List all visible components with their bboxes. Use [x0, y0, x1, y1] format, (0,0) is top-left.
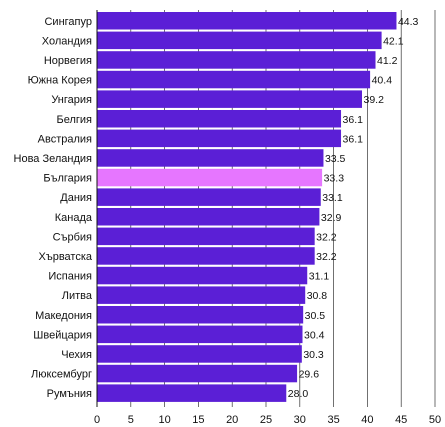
x-tick-label: 45: [395, 414, 407, 426]
bar: [97, 129, 342, 148]
x-axis: 0 5 10 15 20 25 30 35 40 45 50: [94, 10, 441, 426]
category-label: Южна Корея: [28, 75, 92, 87]
category-label: Унгария: [51, 94, 92, 106]
bars-layer: [97, 12, 397, 402]
data-label: 42.1: [383, 35, 404, 47]
data-label: 44.3: [398, 16, 419, 28]
data-label: 33.5: [325, 153, 346, 165]
bar: [97, 227, 315, 246]
category-label: Сърбия: [53, 231, 92, 243]
bar: [97, 12, 397, 30]
bar: [97, 208, 320, 226]
category-label: България: [43, 173, 92, 185]
category-label: Испания: [48, 271, 92, 283]
x-tick-label: 50: [429, 414, 441, 426]
category-label: Люксембург: [31, 369, 92, 381]
x-tick-label: 30: [294, 414, 306, 426]
data-label: 33.3: [324, 173, 345, 185]
data-label: 39.2: [363, 94, 384, 106]
data-label: 33.1: [322, 192, 343, 204]
data-label: 28.0: [288, 388, 309, 400]
bar: [97, 266, 308, 285]
bar: [97, 306, 304, 324]
bar: [97, 51, 376, 69]
data-label: 36.1: [343, 133, 364, 145]
bar: [97, 364, 298, 383]
category-label: Белгия: [56, 114, 92, 126]
x-tick-label: 0: [94, 414, 100, 426]
bar: [97, 110, 342, 128]
bar: [97, 90, 362, 108]
bar: [97, 325, 303, 344]
x-tick-label: 40: [361, 414, 373, 426]
bar: [97, 149, 324, 167]
data-label: 41.2: [377, 55, 398, 67]
bar: [97, 31, 382, 50]
category-label: Австралия: [38, 133, 92, 145]
data-label: 32.2: [316, 231, 337, 243]
x-tick-label: 15: [192, 414, 204, 426]
category-label: Канада: [55, 212, 93, 224]
data-label: 40.4: [372, 75, 393, 87]
category-label: Чехия: [61, 349, 92, 361]
labels-layer: Сингапур 44.3 Холандия 42.1 Норвегия 41.2 Южна…: [14, 16, 419, 400]
bar: [97, 70, 371, 89]
data-label: 30.5: [305, 310, 326, 322]
bar: [97, 286, 306, 304]
bar: [97, 188, 321, 206]
x-tick-label: 25: [260, 414, 272, 426]
category-label: Сингапур: [44, 16, 92, 28]
category-label: Дания: [60, 192, 92, 204]
data-label: 32.9: [321, 212, 342, 224]
category-label: Македония: [35, 310, 92, 322]
category-label: Хърватска: [38, 251, 92, 263]
category-label: Литва: [62, 290, 93, 302]
category-label: Нова Зеландия: [14, 153, 93, 165]
data-label: 30.3: [303, 349, 324, 361]
x-tick-label: 35: [327, 414, 339, 426]
x-tick-label: 10: [158, 414, 170, 426]
x-tick-label: 20: [226, 414, 238, 426]
data-label: 30.8: [307, 290, 328, 302]
bar: [97, 384, 287, 402]
category-label: Румъния: [47, 388, 92, 400]
data-label: 30.4: [304, 329, 325, 341]
data-label: 32.2: [316, 251, 337, 263]
data-label: 29.6: [299, 369, 320, 381]
data-label: 36.1: [343, 114, 364, 126]
category-label: Швейцария: [33, 329, 92, 341]
bar: [97, 345, 302, 363]
x-tick-label: 5: [128, 414, 134, 426]
bar: [97, 247, 315, 265]
bar: [97, 168, 323, 187]
category-label: Норвегия: [44, 55, 92, 67]
category-label: Холандия: [42, 35, 92, 47]
data-label: 31.1: [309, 271, 330, 283]
